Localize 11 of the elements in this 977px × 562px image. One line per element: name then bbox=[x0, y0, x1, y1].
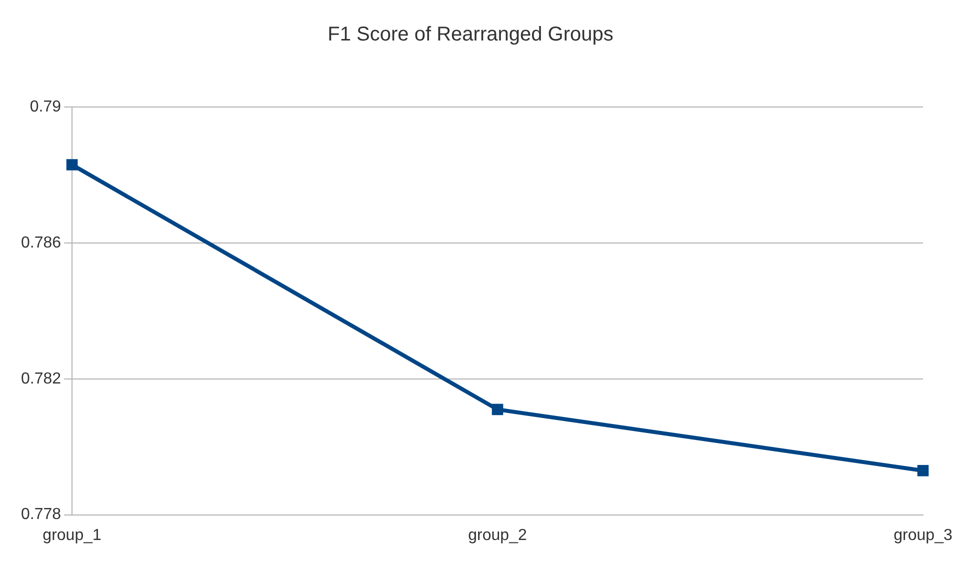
chart-title: F1 Score of Rearranged Groups bbox=[328, 24, 614, 46]
point bbox=[917, 464, 929, 476]
y-tick-label: 0.782 bbox=[20, 370, 62, 388]
x-tick-label: group_1 bbox=[42, 526, 102, 544]
x-tick-label: group_3 bbox=[894, 526, 952, 544]
y-tick-label: 0.79 bbox=[30, 98, 62, 116]
y-tick-label: 0.786 bbox=[20, 234, 62, 252]
x-tick-label: group_2 bbox=[468, 526, 527, 544]
point bbox=[492, 404, 504, 416]
point bbox=[66, 159, 78, 170]
y-tick-label: 0.778 bbox=[20, 506, 62, 524]
